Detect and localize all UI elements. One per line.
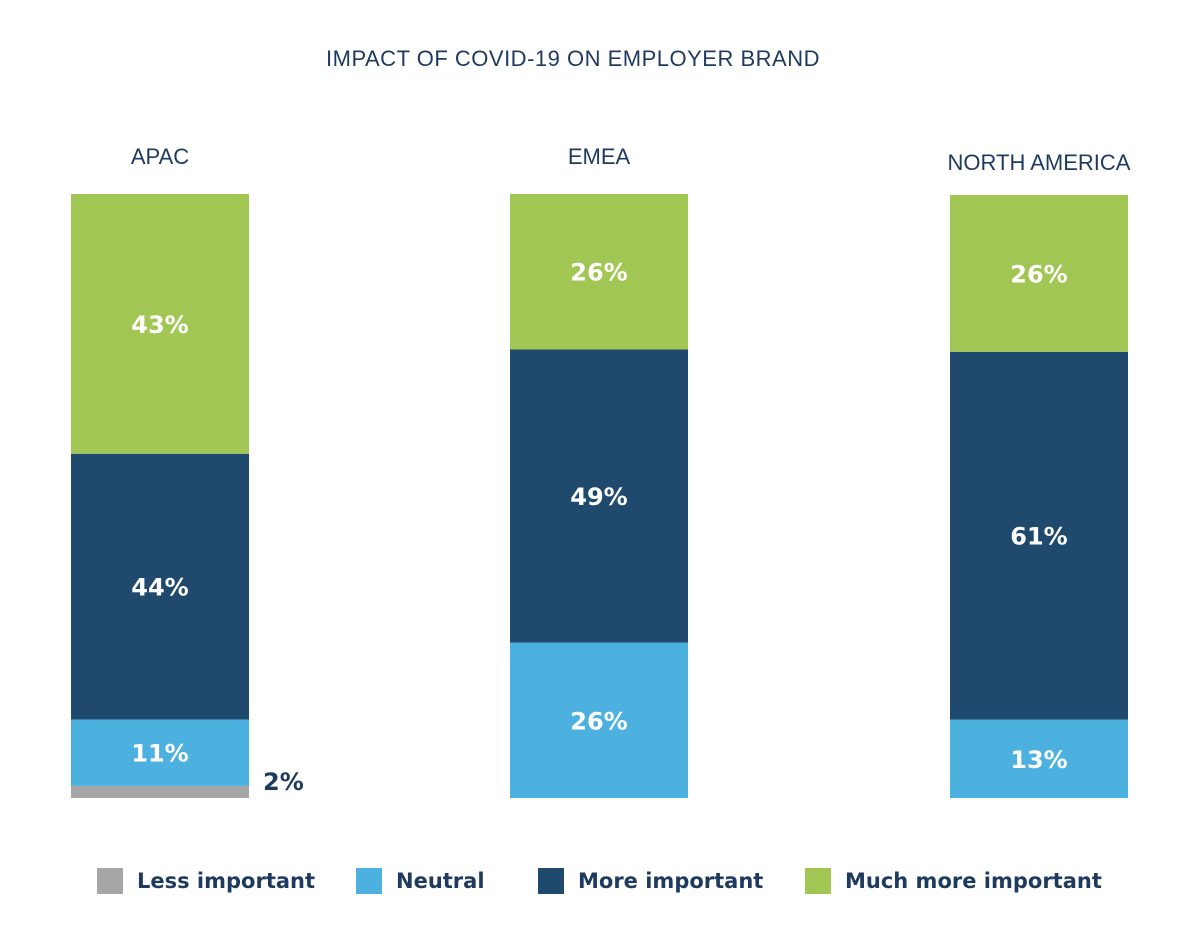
data-label-north-america-neutral: 13% [1010, 746, 1067, 774]
bar-segment-apac-more-important [71, 453, 249, 720]
data-label-emea-neutral: 26% [570, 707, 627, 735]
legend-label-less-important: Less important [137, 869, 316, 893]
data-label-north-america-much-more-important: 26% [1010, 260, 1067, 288]
bar-segment-emea-more-important [510, 349, 688, 643]
legend-label-more-important: More important [578, 869, 764, 893]
legend-item-much-more-important: Much more important [805, 866, 1102, 896]
legend-item-less-important: Less important [97, 866, 315, 896]
data-label-apac-more-important: 44% [131, 574, 188, 602]
bar-segment-north-america-more-important [950, 351, 1128, 720]
data-label-north-america-more-important: 61% [1010, 523, 1067, 551]
bar-segment-north-america-much-more-important [950, 195, 1128, 352]
bar-segment-apac-much-more-important [71, 194, 249, 454]
bar-segment-apac-less-important [71, 785, 249, 798]
data-label-emea-much-more-important: 26% [570, 259, 627, 287]
category-label-emea: EMEA [568, 144, 631, 169]
bar-segment-north-america-neutral [950, 719, 1128, 798]
legend-swatch-much-more-important [805, 868, 831, 894]
data-label-apac-much-more-important: 43% [131, 311, 188, 339]
legend-item-neutral: Neutral [356, 866, 485, 896]
data-label-apac-less-important: 2% [263, 768, 304, 796]
legend: Less important Neutral More important Mu… [0, 866, 1200, 896]
legend-item-more-important: More important [538, 866, 763, 896]
chart-title: IMPACT OF COVID-19 ON EMPLOYER BRAND [326, 46, 820, 71]
data-label-apac-neutral: 11% [131, 740, 188, 768]
legend-swatch-less-important [97, 868, 123, 894]
category-label-apac: APAC [131, 144, 189, 169]
legend-swatch-more-important [538, 868, 564, 894]
data-label-emea-more-important: 49% [570, 483, 627, 511]
stacked-bar-chart: APAC 2% 11% 44% 43% EMEA 26% 49% 26% NORTH AMERIC… [71, 144, 1131, 798]
bar-segment-emea-neutral [510, 642, 688, 798]
category-label-north-america: NORTH AMERICA [948, 150, 1131, 175]
legend-swatch-neutral [356, 868, 382, 894]
legend-label-much-more-important: Much more important [845, 869, 1102, 893]
legend-label-neutral: Neutral [396, 869, 485, 893]
bar-segment-apac-neutral [71, 719, 249, 786]
bar-segment-emea-much-more-important [510, 194, 688, 350]
